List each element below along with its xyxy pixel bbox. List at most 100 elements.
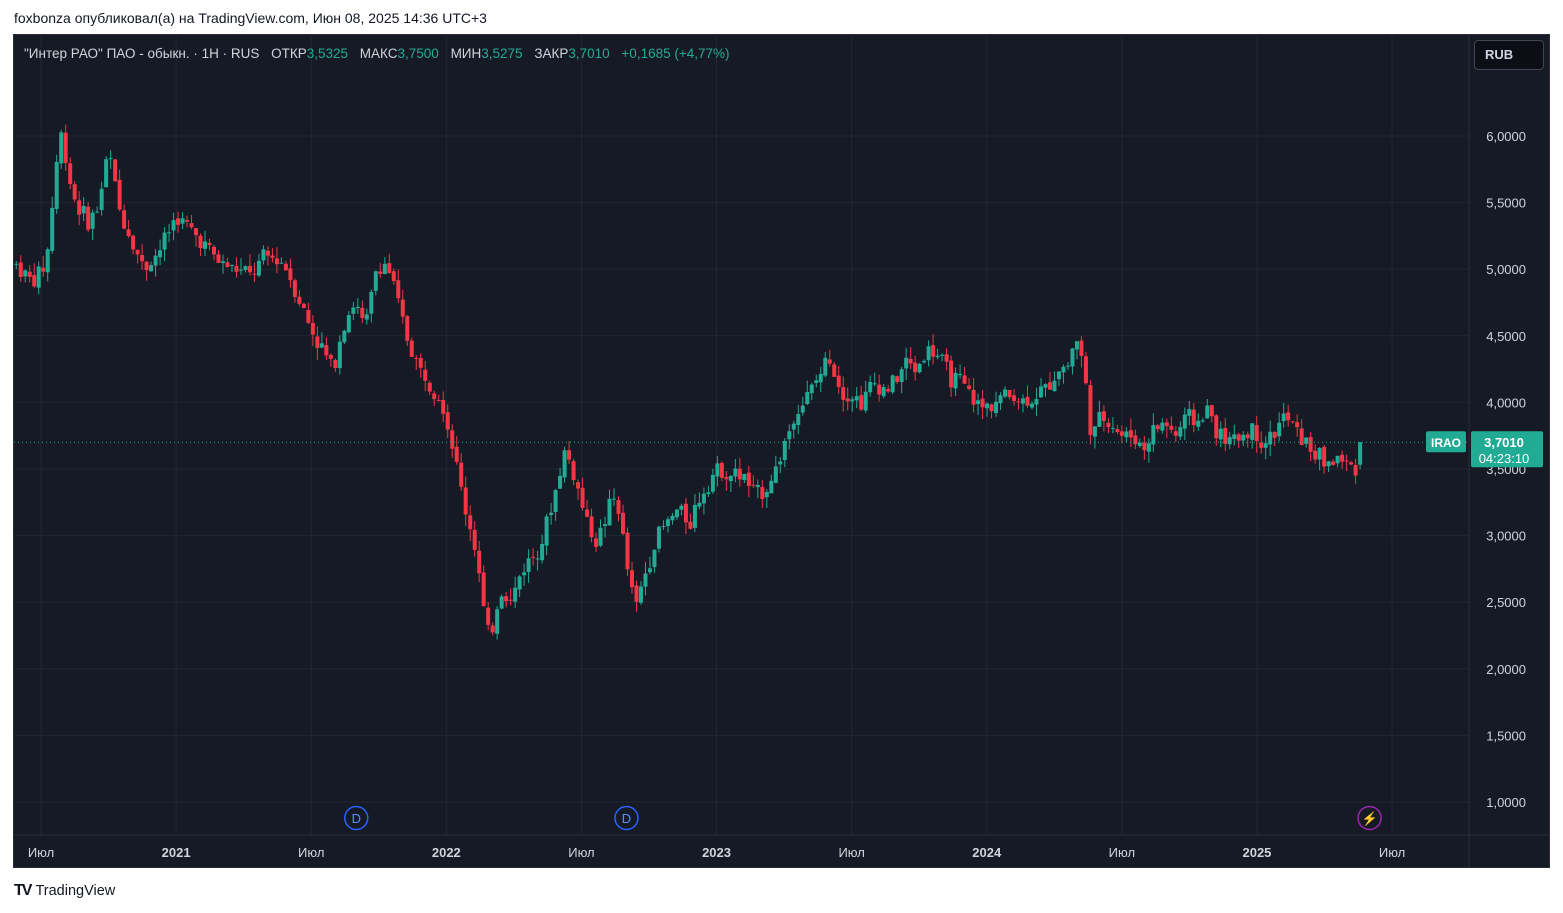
candle-body (1110, 427, 1115, 429)
candle-body (283, 263, 288, 271)
y-tick-label: 5,5000 (1486, 196, 1526, 211)
candle-body (59, 132, 64, 164)
candle-body (1101, 411, 1106, 422)
candle-body (706, 492, 711, 495)
candle-body (863, 391, 868, 411)
candle-body (436, 400, 441, 402)
candle-body (661, 526, 666, 528)
candle-body (1142, 442, 1147, 451)
candle-body (576, 482, 581, 489)
event-marker[interactable] (1357, 805, 1382, 831)
candle-body (1065, 365, 1070, 367)
candle-body (953, 372, 958, 389)
candle-body (490, 625, 495, 633)
candle-body (1353, 465, 1358, 476)
candle-body (203, 241, 208, 249)
candle-body (1277, 422, 1282, 437)
tradingview-logo-icon: TV (14, 882, 33, 899)
candle-body (1151, 425, 1156, 445)
candle-body (1052, 380, 1057, 392)
tradingview-logo-text: TradingView (35, 883, 116, 899)
candle-body (904, 357, 909, 369)
candle-body (890, 375, 895, 393)
candle-body (980, 398, 985, 408)
candle-body (396, 280, 401, 299)
candle-body (270, 255, 275, 258)
candle-body (113, 159, 118, 182)
candle-body (355, 306, 360, 309)
candle-body (14, 263, 19, 265)
candle-body (800, 405, 805, 413)
candle-body (81, 206, 86, 214)
candle-body (1079, 340, 1084, 356)
candle-body (1304, 437, 1309, 444)
candle-body (1331, 461, 1336, 465)
candle-body (1173, 431, 1178, 436)
candle-body (310, 323, 315, 335)
candle-body (1178, 427, 1183, 437)
chart-frame[interactable]: 1,0000 1,5000 2,0000 2,5000 3,0000 3,5000 4,00… (13, 34, 1550, 868)
legend-open-label: ОТКР (271, 46, 307, 61)
legend-low-label: МИН (450, 46, 482, 61)
candle-body (337, 341, 342, 369)
candle-body (1074, 341, 1079, 350)
candle-body (1088, 385, 1093, 435)
candle-body (167, 232, 172, 234)
dividend-marker-label: D (622, 811, 631, 826)
candle-body (688, 521, 693, 529)
candle-body (665, 519, 670, 527)
candle-body (737, 468, 742, 480)
candle-body (36, 266, 41, 288)
candle-body (724, 476, 729, 480)
candle-body (319, 343, 324, 348)
candle-body (692, 504, 697, 528)
candle-body (1313, 450, 1318, 460)
candle-body (153, 255, 158, 266)
dividend-marker[interactable] (614, 805, 639, 831)
candle-body (805, 392, 810, 404)
candle-body (364, 314, 369, 320)
candle-body (54, 161, 59, 209)
price-tag-bg (1471, 431, 1543, 468)
candle-body (229, 264, 234, 266)
candle-body (194, 228, 199, 236)
candle-body (787, 431, 792, 440)
candle-body (1169, 425, 1174, 430)
candle-body (342, 330, 347, 343)
candle-body (742, 473, 747, 481)
candle-body (522, 572, 527, 576)
x-tick-label: Июл (298, 845, 324, 860)
candle-body (1281, 413, 1286, 422)
candlestick-chart[interactable]: 1,00001,50002,00002,50003,00003,50004,00… (14, 35, 1550, 868)
candle-body (1268, 431, 1273, 445)
candle-body (1191, 409, 1196, 426)
candle-body (1070, 348, 1075, 367)
candle-body (958, 374, 963, 376)
candle-body (122, 210, 127, 229)
candle-body (1218, 428, 1223, 440)
candle-body (823, 357, 828, 376)
candle-body (859, 395, 864, 410)
candle-body (1322, 446, 1327, 467)
legend-high-value: 3,7500 (397, 46, 439, 61)
y-tick-label: 5,0000 (1486, 262, 1526, 277)
candle-body (1187, 409, 1192, 416)
candle-body (931, 345, 936, 357)
candle-body (387, 263, 392, 273)
candle-body (728, 476, 733, 482)
candle-body (998, 395, 1003, 404)
currency-button[interactable]: RUB (1474, 40, 1544, 70)
candle-body (603, 524, 608, 527)
x-tick-label: Июл (838, 845, 864, 860)
candle-body (1034, 399, 1039, 405)
candle-body (683, 503, 688, 523)
candle-body (212, 246, 217, 255)
tradingview-logo[interactable]: TV TradingView (14, 882, 115, 900)
candle-body (504, 596, 509, 602)
legend-high-label: МАКС (359, 46, 398, 61)
candle-body (877, 384, 882, 395)
candle-body (1286, 412, 1291, 421)
candle-body (1056, 371, 1061, 380)
dividend-marker[interactable] (344, 805, 369, 831)
candle-body (27, 271, 32, 277)
